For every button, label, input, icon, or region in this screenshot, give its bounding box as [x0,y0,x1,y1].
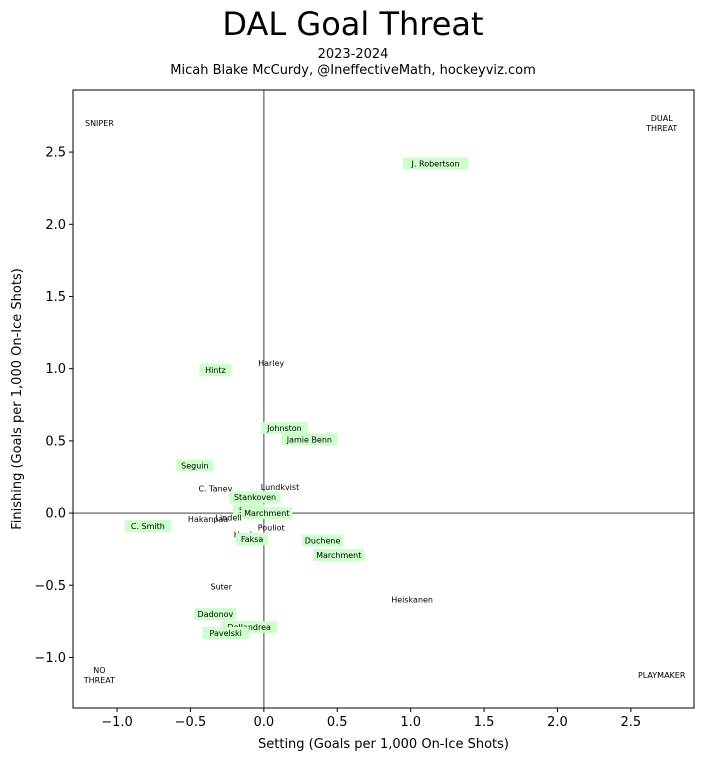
player-label: Hakanpaa [188,515,228,524]
y-tick-label: 2.5 [45,146,66,161]
x-tick-label: 1.0 [400,715,421,730]
player-highlight [236,533,269,546]
player-highlight [402,157,469,170]
player-label: C. Smith [131,522,165,531]
quadrant-label-line: DUAL [651,114,673,123]
player-label: Dadonov [198,610,234,619]
x-tick-label: 0.5 [327,715,348,730]
y-tick-label: −0.5 [34,579,66,594]
player-highlight [313,548,365,561]
player-label: Duchene [305,537,341,546]
x-tick-label: 0.0 [254,715,275,730]
player-label: Heiskanen [391,596,433,605]
y-tick-label: 0.0 [45,507,66,522]
x-axis-label: Setting (Goals per 1,000 On-Ice Shots) [258,737,509,752]
player-point: C. Tanev [198,485,232,494]
player-point: Hintz [199,364,232,377]
player-point: Hakanpaa [188,515,228,524]
player-highlight [281,433,338,446]
quadrant-label-line: NO [93,666,105,675]
y-tick-label: −1.0 [34,651,66,666]
player-label: Marchment [316,551,361,560]
x-tick-label: −0.5 [175,715,207,730]
y-tick-label: 2.0 [45,218,66,233]
player-highlight [194,608,237,621]
quadrant-label: PLAYMAKER [638,671,686,680]
player-label: Lundkvist [261,483,299,492]
player-label: Dellandrea [227,623,271,632]
player-label: C. Tanev [198,485,232,494]
player-label: Faksa [241,535,264,544]
quadrant-label: DUAL THREAT [645,114,677,133]
player-label: Harley [258,359,284,368]
player-point: J. Robertson [402,157,469,170]
player-label: Johnston [266,424,302,433]
player-point: C. Smith [124,520,172,533]
quadrant-label-line: PLAYMAKER [638,671,686,680]
player-label: Lindell [216,513,242,522]
player-points: J. Robertson Harley Hintz Johnston Jamie Ben… [124,157,469,639]
player-point: Duchene [301,534,344,547]
subtitle-season: 2023-2024 [317,47,389,62]
player-label: Pouliot [258,524,285,533]
player-label: Jamie Benn [286,435,332,444]
player-point: Marchment [313,548,365,561]
player-highlight [176,459,214,472]
x-tick-label: −1.0 [101,715,133,730]
quadrant-label: NO THREAT [83,666,115,685]
player-point: Faksa [236,533,269,546]
y-tick-label: 0.5 [45,434,66,449]
quadrant-label-line: THREAT [83,676,115,685]
player-label: Hintz [205,366,226,375]
player-label: J. Robertson [411,160,460,169]
x-tick-label: 2.5 [621,715,642,730]
player-label: Marchment [244,509,289,518]
y-tick-label: 1.0 [45,362,66,377]
quadrant-label-line: THREAT [645,124,677,133]
player-point: Dadonov [194,608,237,621]
quadrant-label: SNIPER [85,119,114,128]
player-point: Lindell [216,513,242,522]
player-point: Suter [211,583,233,592]
player-highlight [124,520,172,533]
quadrant-label-line: SNIPER [85,119,114,128]
player-point: Pouliot [258,524,285,533]
subtitle-credit: Micah Blake McCurdy, @IneffectiveMath, h… [170,63,536,78]
player-label: Pavelski [210,629,242,638]
player-label: Suter [211,583,233,592]
player-point: Lundkvist [261,483,299,492]
player-highlight [301,534,344,547]
axis-ticks: −1.0 −0.5 0.0 0.5 1.0 1.5 2.0 2.5 −1.0 −0.5 0.0 0.5… [34,146,641,730]
player-highlight [241,507,293,520]
player-point: Heiskanen [391,596,433,605]
player-point: Stankoven [229,491,281,504]
y-tick-label: 1.5 [45,290,66,305]
player-highlight [261,421,308,434]
player-highlight [229,491,281,504]
y-axis-label: Finishing (Goals per 1,000 On-Ice Shots) [10,268,25,530]
player-highlight [202,626,249,639]
player-point: Jamie Benn [281,433,338,446]
plot-frame [72,89,695,709]
player-highlight [199,364,232,377]
player-label: Stankoven [234,493,276,502]
x-tick-label: 1.5 [474,715,495,730]
chart-subtitle: 2023-2024 Micah Blake McCurdy, @Ineffect… [0,47,706,79]
player-point: Seguin [176,459,214,472]
player-label: Seguin [181,461,208,470]
reference-lines [73,90,694,708]
player-point: Harley [258,359,284,368]
player-point: Marchment [241,507,293,520]
chart-title: DAL Goal Threat [222,5,484,43]
player-point: Johnston [261,421,308,434]
player-point: Pavelski [202,626,249,639]
x-tick-label: 2.0 [547,715,568,730]
